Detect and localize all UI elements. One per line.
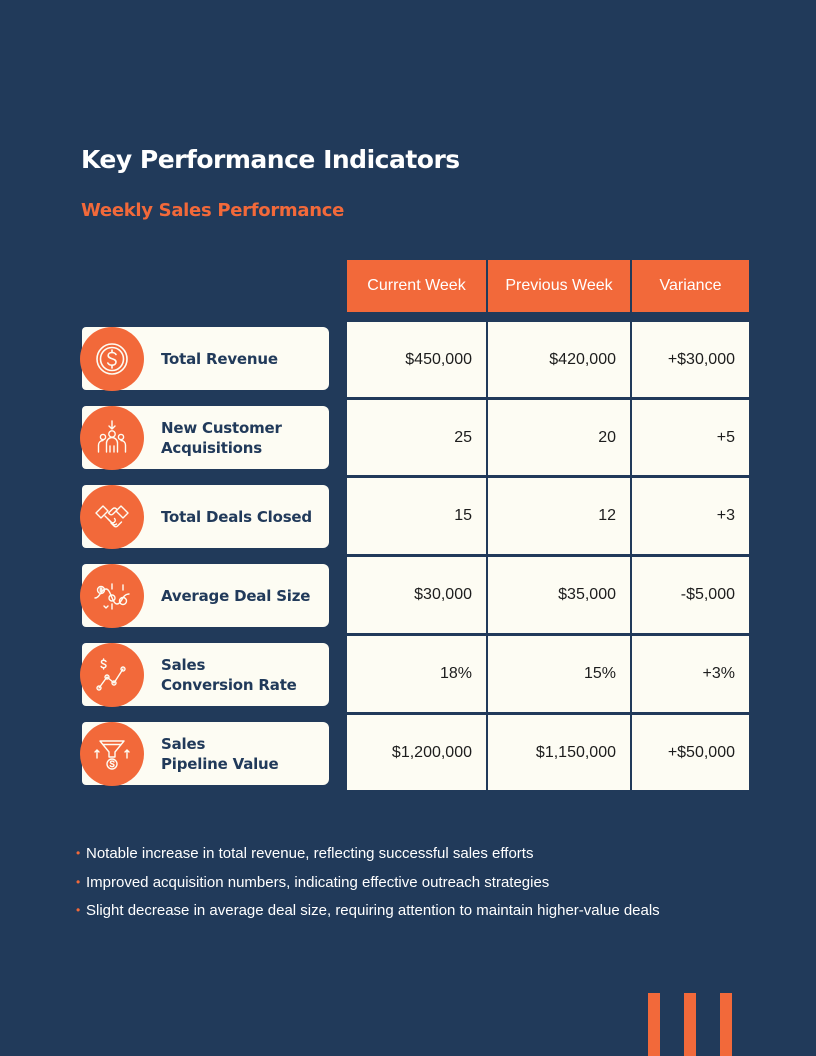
- cell-variance: +3: [632, 478, 749, 554]
- cell-variance: +3%: [632, 636, 749, 712]
- bullet-icon: •: [76, 903, 81, 917]
- cell-previous: $35,000: [488, 557, 630, 633]
- kpi-table: $450,000 $420,000 +$30,000 25 20 +5 15 1…: [345, 319, 751, 792]
- kpi-label: Total Deals Closed: [161, 507, 312, 526]
- header-current-week: Current Week: [347, 260, 486, 312]
- cell-previous: 15%: [488, 636, 630, 712]
- kpi-label-card: Total Deals Closed: [80, 484, 329, 549]
- decorative-bar: [684, 993, 696, 1056]
- kpi-label-card: Sales Conversion Rate: [80, 642, 329, 707]
- notes-list: • Notable increase in total revenue, refl…: [76, 845, 660, 931]
- note-text: Slight decrease in average deal size, re…: [86, 902, 660, 919]
- dollar-coin-icon: [80, 326, 144, 391]
- sales-funnel-icon: [80, 721, 144, 786]
- cell-variance: -$5,000: [632, 557, 749, 633]
- kpi-label-card: Average Deal Size: [80, 563, 329, 628]
- growth-chart-icon: [80, 642, 144, 707]
- note-text: Improved acquisition numbers, indicating…: [86, 873, 550, 891]
- page-title: Key Performance Indicators: [81, 145, 460, 174]
- cell-current: $1,200,000: [347, 715, 486, 790]
- cell-previous: 20: [488, 400, 630, 475]
- kpi-label: New Customer Acquisitions: [161, 418, 282, 457]
- cell-variance: +$50,000: [632, 715, 749, 790]
- decorative-bar: [648, 993, 660, 1056]
- note-item: • Improved acquisition numbers, indicatin…: [76, 874, 660, 903]
- price-trend-icon: [80, 563, 144, 628]
- header-previous-week: Previous Week: [488, 260, 630, 312]
- cell-variance: +5: [632, 400, 749, 475]
- handshake-icon: [80, 484, 144, 549]
- note-item: • Slight decrease in average deal size, r…: [76, 902, 660, 931]
- decorative-bar: [720, 993, 732, 1056]
- kpi-label-card: New Customer Acquisitions: [80, 405, 329, 470]
- page-subtitle: Weekly Sales Performance: [81, 200, 344, 221]
- kpi-label-card: Sales Pipeline Value: [80, 721, 329, 786]
- cell-previous: $1,150,000: [488, 715, 630, 790]
- header-variance: Variance: [632, 260, 749, 312]
- bullet-icon: •: [76, 874, 81, 889]
- kpi-label: Total Revenue: [161, 349, 278, 368]
- bullet-icon: •: [76, 846, 81, 860]
- cell-current: 18%: [347, 636, 486, 712]
- customer-group-icon: [80, 405, 144, 470]
- cell-current: 25: [347, 400, 486, 475]
- note-item: • Notable increase in total revenue, refl…: [76, 845, 660, 874]
- cell-previous: $420,000: [488, 322, 630, 397]
- cell-current: 15: [347, 478, 486, 554]
- cell-variance: +$30,000: [632, 322, 749, 397]
- kpi-label: Sales Conversion Rate: [161, 655, 297, 694]
- kpi-label-card: Total Revenue: [80, 326, 329, 391]
- note-text: Notable increase in total revenue, refle…: [86, 845, 534, 862]
- cell-current: $450,000: [347, 322, 486, 397]
- kpi-label: Sales Pipeline Value: [161, 734, 279, 773]
- cell-current: $30,000: [347, 557, 486, 633]
- cell-previous: 12: [488, 478, 630, 554]
- kpi-label: Average Deal Size: [161, 586, 311, 605]
